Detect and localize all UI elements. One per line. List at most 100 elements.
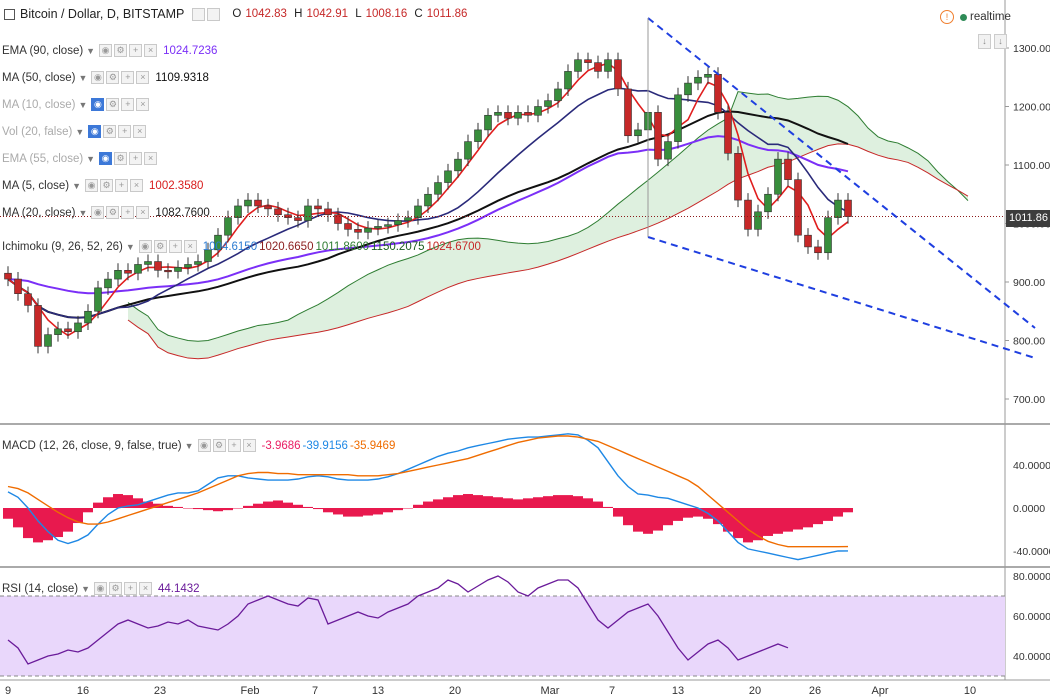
eye-icon[interactable]: ◉: [91, 98, 105, 111]
close-icon[interactable]: ×: [136, 206, 150, 219]
close-icon[interactable]: ×: [242, 439, 256, 452]
indicator-legend-row[interactable]: EMA (55, close) ▼ ◉ ⚙ + ×: [0, 150, 163, 167]
indicator-legend-row[interactable]: RSI (14, close) ▼ ◉ ⚙ + × 44.1432: [0, 580, 202, 597]
settings-icon[interactable]: ⚙: [106, 71, 120, 84]
collapse-square-icon[interactable]: [4, 8, 15, 20]
plus-icon[interactable]: +: [123, 582, 137, 595]
indicator-name[interactable]: MA (5, close): [2, 179, 70, 192]
indicator-name[interactable]: MA (50, close): [2, 71, 76, 84]
macd-histogram-bar: [833, 508, 843, 517]
indicator-legend-row[interactable]: MA (5, close) ▼ ◉ ⚙ + × 1002.3580: [0, 177, 205, 194]
macd-histogram-bar: [83, 508, 93, 513]
settings-icon[interactable]: ⚙: [103, 125, 117, 138]
plus-icon[interactable]: +: [115, 179, 129, 192]
eye-icon[interactable]: ◉: [91, 71, 105, 84]
plus-icon[interactable]: +: [129, 152, 143, 165]
eye-icon[interactable]: ◉: [138, 240, 152, 253]
scale-buttons[interactable]: ↓ ↓: [978, 34, 1007, 49]
close-icon[interactable]: ×: [130, 179, 144, 192]
eye-icon[interactable]: ◉: [99, 44, 113, 57]
close-icon[interactable]: ×: [144, 152, 158, 165]
close-icon[interactable]: ×: [138, 582, 152, 595]
chevron-down-icon[interactable]: ▼: [78, 99, 88, 110]
indicator-legend-row[interactable]: EMA (90, close) ▼ ◉ ⚙ + × 1024.7236: [0, 42, 219, 59]
indicator-name[interactable]: Vol (20, false): [2, 125, 73, 138]
close-icon[interactable]: ×: [133, 125, 147, 138]
indicator-legend-row[interactable]: MA (50, close) ▼ ◉ ⚙ + × 1109.9318: [0, 69, 211, 86]
indicator-buttons[interactable]: ◉ ⚙ + ×: [91, 206, 150, 219]
settings-icon[interactable]: ⚙: [106, 206, 120, 219]
close-icon[interactable]: ×: [136, 71, 150, 84]
chevron-down-icon[interactable]: ▼: [125, 241, 135, 252]
indicator-buttons[interactable]: ◉ ⚙ + ×: [85, 179, 144, 192]
indicator-name[interactable]: MACD (12, 26, close, 9, false, true): [2, 439, 182, 452]
symbol-buttons[interactable]: [192, 7, 221, 21]
chevron-down-icon[interactable]: ▼: [86, 153, 96, 164]
close-icon[interactable]: ×: [144, 44, 158, 57]
plus-icon[interactable]: +: [121, 206, 135, 219]
indicator-name[interactable]: EMA (55, close): [2, 152, 84, 165]
eye-icon[interactable]: ◉: [91, 206, 105, 219]
indicator-name[interactable]: Ichimoku (9, 26, 52, 26): [2, 240, 123, 253]
indicator-buttons[interactable]: ◉ ⚙ + ×: [91, 71, 150, 84]
settings-icon[interactable]: ⚙: [114, 44, 128, 57]
time-tick-label: 20: [449, 685, 461, 697]
candle-body: [224, 217, 232, 236]
eye-icon[interactable]: ◉: [99, 152, 113, 165]
indicator-name[interactable]: RSI (14, close): [2, 582, 79, 595]
indicator-legend-row[interactable]: MA (20, close) ▼ ◉ ⚙ + × 1082.7600: [0, 204, 212, 221]
eye-icon[interactable]: ◉: [93, 582, 107, 595]
settings-alt-icon[interactable]: [207, 7, 221, 21]
chevron-down-icon[interactable]: ▼: [78, 207, 88, 218]
settings-icon[interactable]: ⚙: [153, 240, 167, 253]
settings-icon[interactable]: ⚙: [100, 179, 114, 192]
chevron-down-icon[interactable]: ▼: [78, 72, 88, 83]
indicator-buttons[interactable]: ◉ ⚙ + ×: [93, 582, 152, 595]
indicator-legend-row[interactable]: MA (10, close) ▼ ◉ ⚙ + ×: [0, 96, 155, 113]
indicator-legend-row[interactable]: Vol (20, false) ▼ ◉ ⚙ + ×: [0, 123, 152, 140]
indicator-buttons[interactable]: ◉ ⚙ + ×: [88, 125, 147, 138]
realtime-indicator[interactable]: ! realtime: [940, 10, 1011, 24]
plus-icon[interactable]: +: [121, 71, 135, 84]
close-icon[interactable]: ×: [183, 240, 197, 253]
indicator-name[interactable]: MA (10, close): [2, 98, 76, 111]
close-icon[interactable]: ×: [136, 98, 150, 111]
eye-icon[interactable]: ◉: [85, 179, 99, 192]
eye-icon[interactable]: ◉: [197, 439, 211, 452]
indicator-buttons[interactable]: ◉ ⚙ + ×: [138, 240, 197, 253]
macd-histogram-bar: [503, 498, 513, 508]
settings-icon[interactable]: ⚙: [108, 582, 122, 595]
indicator-name[interactable]: EMA (90, close): [2, 44, 84, 57]
chevron-down-icon[interactable]: ▼: [184, 440, 194, 451]
plus-icon[interactable]: +: [227, 439, 241, 452]
candle-body: [74, 322, 82, 333]
indicator-legend-row[interactable]: Ichimoku (9, 26, 52, 26) ▼ ◉ ⚙ + × 1004.6150 10…: [0, 238, 483, 255]
settings-icon[interactable]: ⚙: [114, 152, 128, 165]
plus-icon[interactable]: +: [121, 98, 135, 111]
indicator-value: -39.9156: [302, 439, 348, 452]
plus-icon[interactable]: +: [129, 44, 143, 57]
plus-icon[interactable]: +: [168, 240, 182, 253]
ichimoku-span-b: [127, 143, 969, 360]
indicator-legend-row[interactable]: MACD (12, 26, close, 9, false, true) ▼ ◉ ⚙ +…: [0, 437, 397, 454]
indicator-buttons[interactable]: ◉ ⚙ + ×: [99, 152, 158, 165]
chevron-down-icon[interactable]: ▼: [81, 583, 90, 594]
settings-icon[interactable]: [192, 7, 206, 21]
indicator-name[interactable]: MA (20, close): [2, 206, 76, 219]
settings-icon[interactable]: ⚙: [212, 439, 226, 452]
scale-up-icon[interactable]: ↓: [994, 34, 1007, 49]
settings-icon[interactable]: ⚙: [106, 98, 120, 111]
plus-icon[interactable]: +: [118, 125, 132, 138]
indicator-buttons[interactable]: ◉ ⚙ + ×: [91, 98, 150, 111]
eye-icon[interactable]: ◉: [88, 125, 102, 138]
macd-histogram-bar: [753, 508, 763, 541]
clock-icon[interactable]: !: [940, 10, 954, 24]
scale-down-icon[interactable]: ↓: [978, 34, 991, 49]
indicator-buttons[interactable]: ◉ ⚙ + ×: [197, 439, 256, 452]
chevron-down-icon[interactable]: ▼: [72, 180, 82, 191]
chevron-down-icon[interactable]: ▼: [75, 126, 85, 137]
indicator-value: 1082.7600: [155, 206, 210, 219]
indicator-buttons[interactable]: ◉ ⚙ + ×: [99, 44, 158, 57]
chevron-down-icon[interactable]: ▼: [86, 45, 96, 56]
